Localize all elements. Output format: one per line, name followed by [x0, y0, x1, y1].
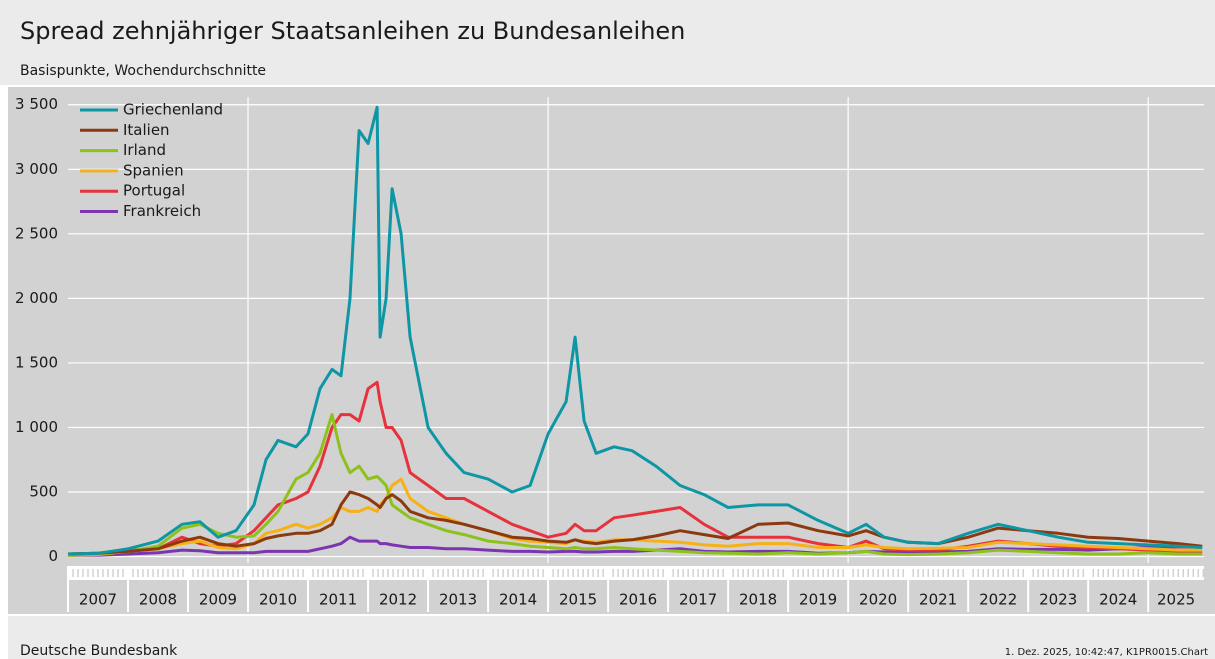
y-tick-label: 2 500: [15, 224, 58, 242]
x-tick-label: 2012: [379, 591, 417, 609]
footer-bg: [8, 616, 1215, 659]
legend-label: Spanien: [123, 161, 184, 179]
x-tick-label: 2007: [79, 591, 117, 609]
legend-label: Griechenland: [123, 101, 223, 119]
x-tick-label: 2022: [979, 591, 1017, 609]
y-tick-label: 3 000: [15, 160, 58, 178]
x-tick-label: 2011: [319, 591, 357, 609]
x-tick-label: 2009: [199, 591, 237, 609]
x-tick-label: 2019: [799, 591, 837, 609]
x-tick-label: 2013: [439, 591, 477, 609]
chart-subtitle: Basispunkte, Wochendurchschnitte: [20, 63, 266, 79]
y-tick-label: 1 000: [15, 418, 58, 436]
x-axis-strip: [68, 566, 1204, 580]
x-tick-label: 2014: [499, 591, 537, 609]
series-line: [68, 535, 1203, 557]
x-tick-label: 2020: [859, 591, 897, 609]
x-tick-label: 2023: [1039, 591, 1077, 609]
source: Deutsche Bundesbank: [20, 643, 178, 659]
x-tick-label: 2015: [559, 591, 597, 609]
x-tick-label: 2025: [1157, 591, 1195, 609]
y-tick-label: 2 000: [15, 289, 58, 307]
y-tick-label: 500: [29, 483, 58, 501]
legend-label: Frankreich: [123, 202, 201, 220]
x-tick-label: 2018: [739, 591, 777, 609]
header-bg: [0, 0, 1215, 85]
series-line: [67, 413, 1203, 557]
x-tick-label: 2016: [619, 591, 657, 609]
x-tick-label: 2010: [259, 591, 297, 609]
y-tick-label: 1 500: [15, 353, 58, 371]
y-tick-label: 3 500: [15, 95, 58, 113]
legend-label: Irland: [123, 141, 166, 159]
x-tick-label: 2024: [1099, 591, 1137, 609]
x-tick-label: 2008: [139, 591, 177, 609]
legend-label: Italien: [123, 121, 170, 139]
footnote: 1. Dez. 2025, 10:42:47, K1PR0015.Chart: [1005, 647, 1208, 658]
x-tick-label: 2017: [679, 591, 717, 609]
minor-ticks: [67, 569, 1204, 577]
legend-label: Portugal: [123, 182, 185, 200]
y-tick-label: 0: [48, 547, 58, 565]
x-tick-label: 2021: [919, 591, 957, 609]
plot-bg: [8, 87, 1215, 614]
chart-title: Spread zehnjähriger Staatsanleihen zu Bu…: [20, 17, 685, 45]
series-line: [67, 105, 1203, 556]
